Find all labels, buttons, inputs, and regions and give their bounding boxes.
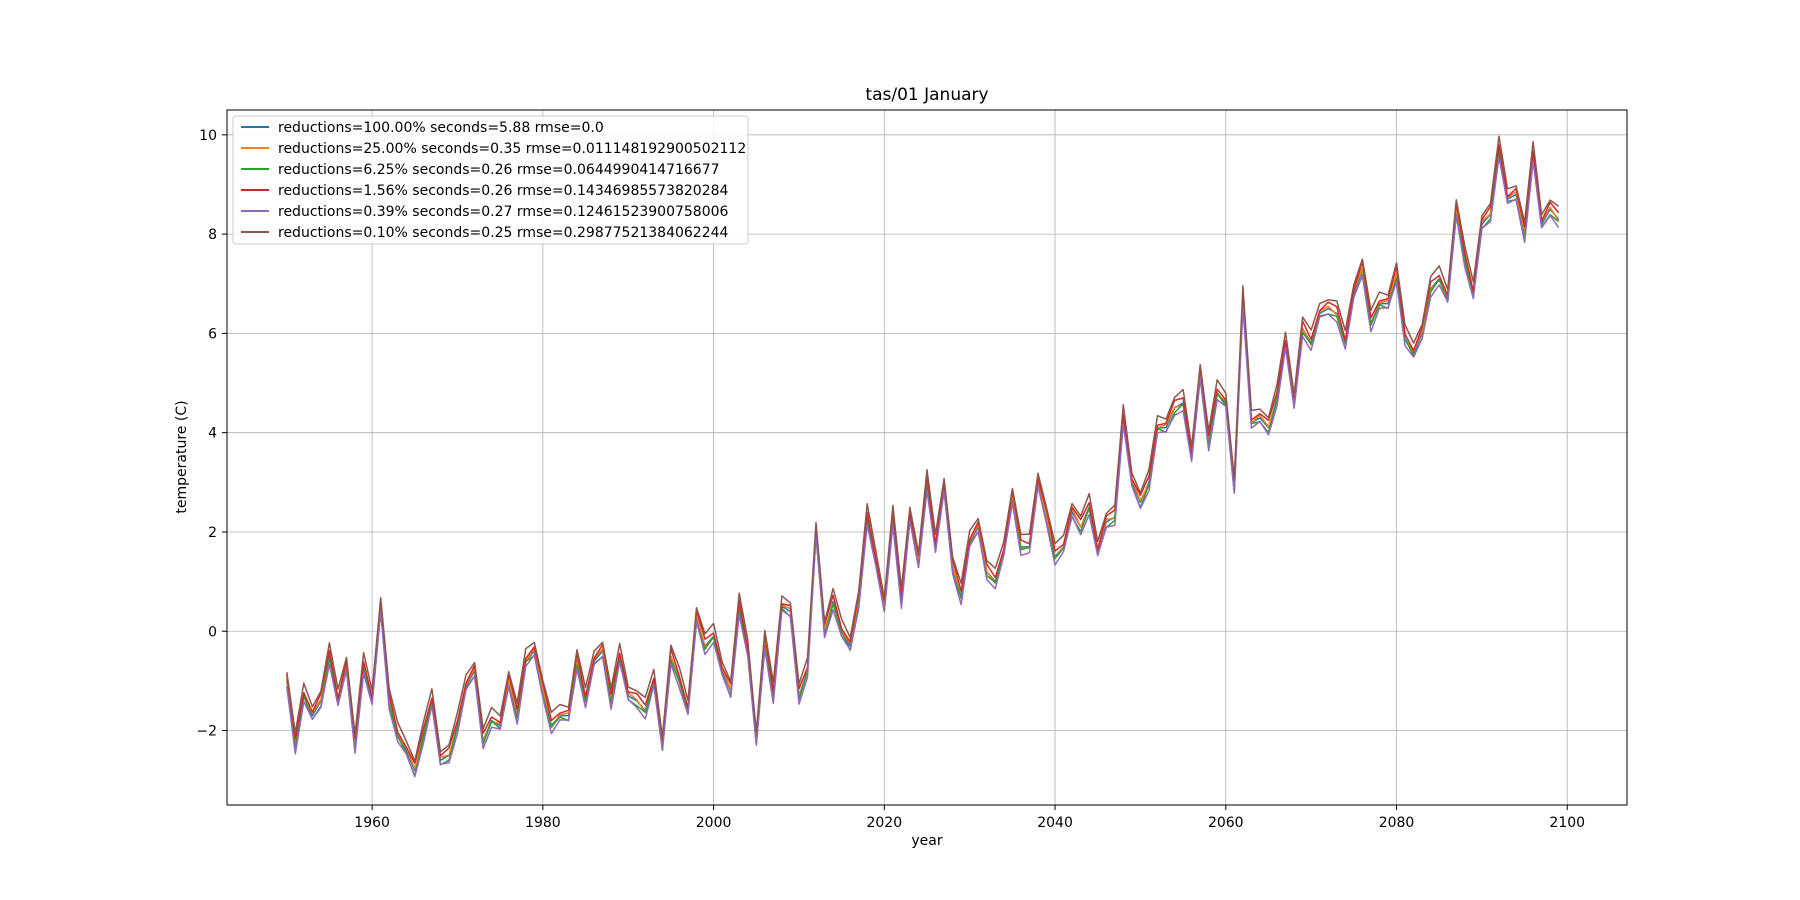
plot-frame [226,109,1628,806]
legend-label: reductions=6.25% seconds=0.26 rmse=0.064… [278,162,720,178]
x-tick-label: 1980 [525,815,561,831]
x-tick-label: 2040 [1037,815,1073,831]
legend-box [232,115,749,245]
series-line-6 [286,135,1560,762]
legend-label: reductions=0.10% seconds=0.25 rmse=0.298… [278,225,729,241]
chart-title: tas/01 January [865,85,988,105]
series-lines [286,135,1560,778]
y-tick-label: 2 [208,525,217,541]
legend-label: reductions=1.56% seconds=0.26 rmse=0.143… [278,183,729,199]
legend: reductions=100.00% seconds=5.88 rmse=0.0… [232,115,749,245]
y-tick-label: 6 [208,326,217,342]
x-tick-label: 2100 [1549,815,1585,831]
series-line-5 [286,156,1560,778]
x-tick-label: 2000 [696,815,732,831]
x-axis-label: year [911,833,942,849]
x-tick-label: 2020 [866,815,902,831]
y-axis: −2 0 2 4 6 8 10 [196,128,227,740]
legend-label: reductions=100.00% seconds=5.88 rmse=0.0 [278,120,604,136]
legend-label: reductions=25.00% seconds=0.35 rmse=0.01… [278,141,746,157]
y-tick-label: 8 [208,227,217,243]
x-tick-label: 1960 [354,815,390,831]
x-tick-label: 2080 [1379,815,1415,831]
legend-label: reductions=0.39% seconds=0.27 rmse=0.124… [278,204,729,220]
x-axis: 1960 1980 2000 2020 2040 2060 2080 2100 [354,805,1585,831]
x-tick-label: 2060 [1208,815,1244,831]
y-tick-label: 4 [208,426,217,442]
y-tick-label: 0 [208,624,217,640]
y-tick-label: −2 [196,724,217,740]
y-tick-label: 10 [199,128,217,144]
y-axis-label: temperature (C) [174,400,190,513]
